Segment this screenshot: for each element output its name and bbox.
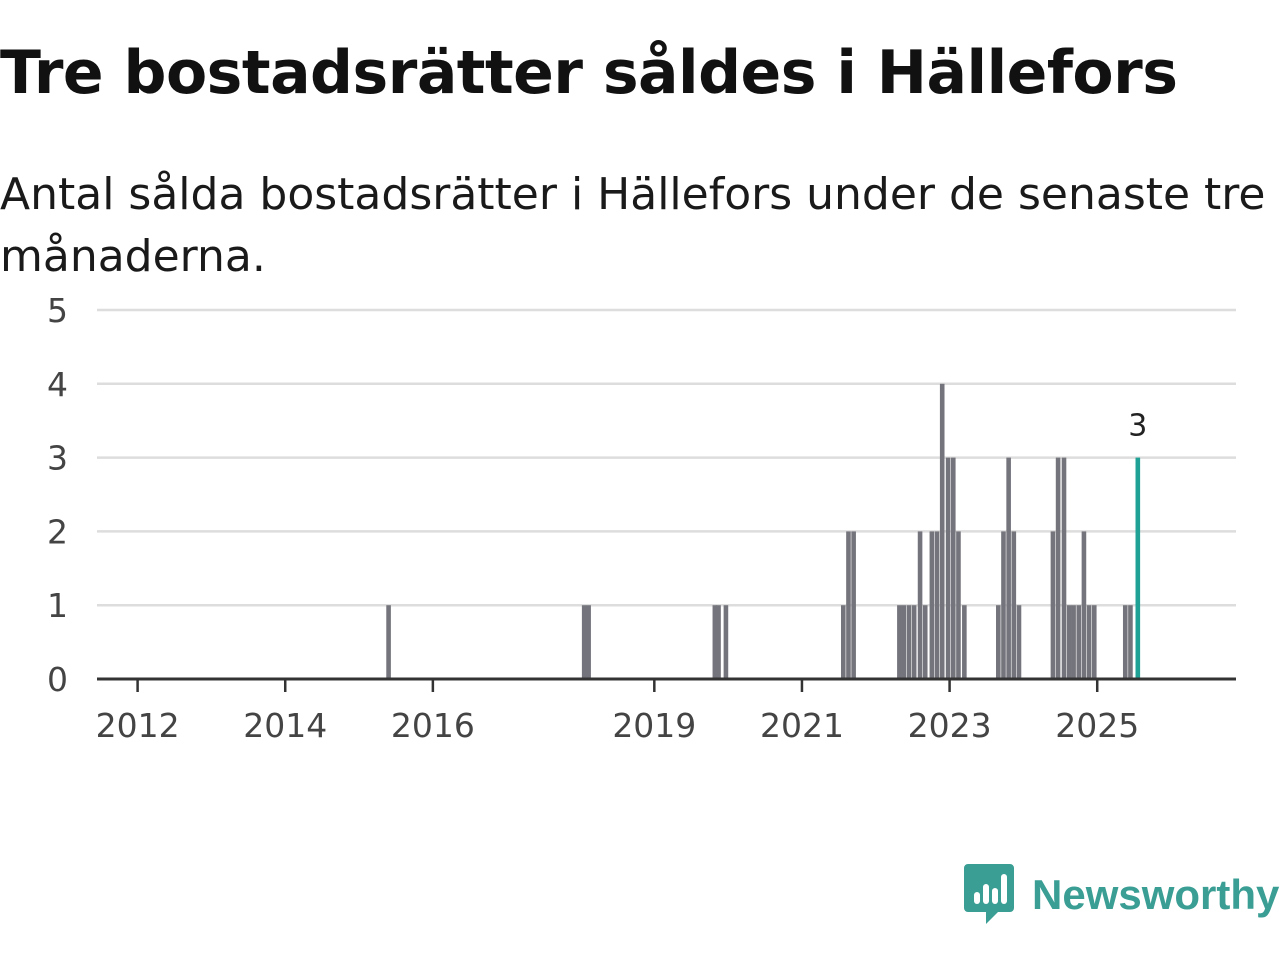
- bar: [1122, 605, 1128, 679]
- bar: [956, 531, 961, 679]
- bar: [1086, 605, 1092, 679]
- bar: [846, 531, 851, 679]
- bar: [716, 605, 721, 679]
- bar: [581, 605, 587, 679]
- bar: [586, 605, 591, 679]
- chart-title: Tre bostadsrätter såldes i Hällefors: [0, 38, 1178, 108]
- newsworthy-brand: Newsworthy: [964, 862, 1279, 928]
- x-tick-label: 2012: [96, 706, 180, 745]
- bar: [712, 605, 718, 679]
- y-tick-label: 2: [47, 512, 68, 551]
- x-tick-label: 2025: [1055, 706, 1139, 745]
- bar: [1061, 457, 1067, 679]
- bar: [1076, 605, 1082, 679]
- y-tick-label: 0: [47, 660, 68, 699]
- x-tick-label: 2014: [243, 706, 327, 745]
- gridlines: [97, 308, 1236, 607]
- y-tick-label: 3: [47, 439, 68, 478]
- bar: [1081, 531, 1087, 679]
- axes: [97, 677, 1236, 692]
- bar: [1006, 457, 1011, 679]
- bar: [1050, 531, 1056, 679]
- x-tick-label: 2023: [908, 706, 992, 745]
- bar-chart: 0 1 2 3 4 5 3 2012 2014 2016 2019 2021 2023 2025: [47, 291, 1236, 745]
- bar: [945, 457, 951, 679]
- labels: 0 1 2 3 4 5 3 2012 2014 2016 2019 2021 2023 2025: [47, 291, 1147, 745]
- data-label: 3: [1128, 409, 1147, 444]
- chart-subtitle: Antal sålda bostadsrätter i Hällefors un…: [0, 169, 1266, 282]
- y-tick-label: 1: [47, 586, 68, 625]
- bar: [1016, 605, 1022, 679]
- bar: [1091, 605, 1097, 679]
- x-tick-label: 2021: [760, 706, 844, 745]
- bar: [851, 531, 856, 679]
- bar: [723, 605, 729, 679]
- bar: [1011, 531, 1017, 679]
- bar: [929, 531, 935, 679]
- bar: [934, 531, 940, 679]
- bar: [962, 605, 967, 679]
- bar: [906, 605, 912, 679]
- bar: [1066, 605, 1072, 679]
- bar: [950, 457, 956, 679]
- y-tick-label: 4: [47, 365, 68, 404]
- bar: [922, 605, 928, 679]
- y-tick-label: 5: [47, 291, 68, 330]
- brand-name: Newsworthy: [1032, 871, 1280, 918]
- bar: [1071, 605, 1076, 679]
- newsworthy-logo-icon: [964, 864, 1014, 924]
- x-tick-label: 2016: [391, 706, 475, 745]
- bars: [386, 383, 1141, 679]
- bar: [996, 605, 1001, 679]
- bar: [901, 605, 907, 679]
- bar: [939, 383, 945, 679]
- x-tick-label: 2019: [612, 706, 696, 745]
- bar: [911, 605, 917, 679]
- highlight-bar: [1135, 457, 1141, 679]
- bar: [917, 531, 923, 679]
- bar: [1128, 605, 1133, 679]
- bar: [1001, 531, 1006, 679]
- bar: [1055, 457, 1061, 679]
- bar: [840, 605, 846, 679]
- bar: [386, 605, 391, 679]
- bar: [897, 605, 902, 679]
